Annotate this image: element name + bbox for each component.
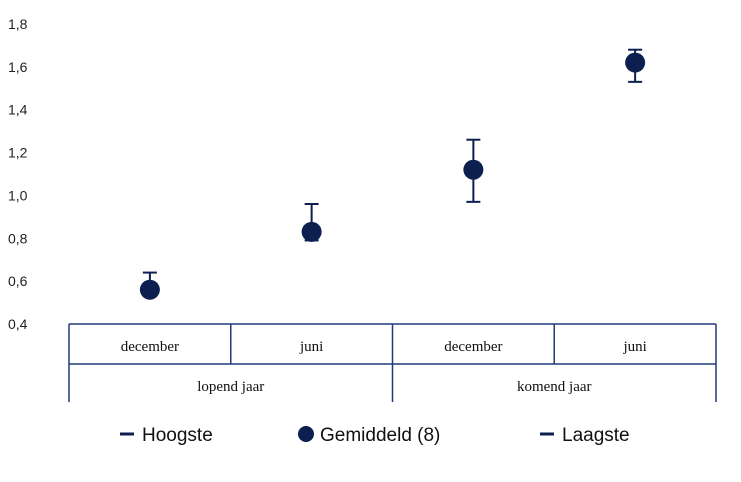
y-tick-label: 1,4	[8, 102, 28, 118]
gemiddeld-point	[139, 279, 160, 300]
y-tick-label: 1,6	[8, 59, 28, 75]
y-axis: 0,4 0,6 0,8 1,0 1,2 1,4 1,6 1,8	[8, 16, 28, 332]
legend-laagste-label: Laagste	[562, 425, 630, 446]
y-tick-label: 1,8	[8, 16, 28, 32]
group-label: lopend jaar	[197, 379, 264, 395]
category-label: december	[444, 339, 502, 355]
legend-gemiddeld-icon	[298, 426, 314, 442]
gemiddeld-point	[463, 159, 484, 180]
category-label: juni	[299, 339, 323, 355]
y-tick-label: 0,4	[8, 316, 28, 332]
legend-gemiddeld-label: Gemiddeld (8)	[320, 425, 440, 446]
category-label: juni	[622, 339, 646, 355]
y-tick-label: 0,6	[8, 273, 28, 289]
legend: Hoogste Gemiddeld (8) Laagste	[120, 425, 630, 446]
category-label: december	[121, 339, 179, 355]
group-label: komend jaar	[517, 379, 592, 395]
y-tick-label: 0,8	[8, 230, 28, 246]
gemiddeld-point	[625, 52, 646, 73]
y-tick-label: 1,2	[8, 145, 28, 161]
y-tick-label: 1,0	[8, 187, 28, 203]
legend-hoogste-label: Hoogste	[142, 425, 213, 446]
category-axis: december juni december juni lopend jaar komen…	[68, 323, 717, 402]
data-marks	[139, 48, 646, 300]
gemiddeld-point	[301, 221, 322, 242]
